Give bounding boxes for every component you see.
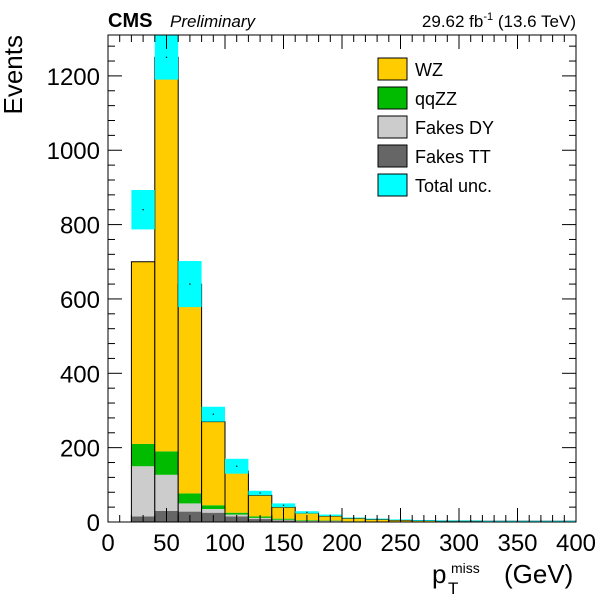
x-axis-title-unit: (GeV) [504,559,573,589]
y-tick-label-0: 0 [87,510,100,537]
legend: WZ qqZZ Fakes DY Fakes TT Total unc. [377,57,494,197]
bar-wz-bin-3 [201,421,225,506]
x-tick-label-300: 300 [439,530,479,557]
total-uncertainty-band [131,35,576,522]
lumi-value: 29.62 fb [422,12,483,31]
x-axis-title-sup: miss [451,560,480,576]
x-tick-label-100: 100 [205,530,245,557]
y-tick-label-200: 200 [60,436,100,463]
y-tick-label-1000: 1000 [47,138,100,165]
legend-swatch-fakes-tt [377,144,408,168]
x-tick-label-50: 50 [153,530,180,557]
legend-swatch-wz [377,57,408,81]
bar-qqzz-bin-1 [154,451,179,475]
total-marker-bin-7 [306,511,308,514]
x-tick-label-200: 200 [322,530,362,557]
experiment-label: CMS [108,10,152,32]
lumi-label: 29.62 fb-1 (13.6 TeV) [422,11,576,31]
x-axis: 0 50 100 150 200 250 300 350 400 [101,35,596,557]
bar-fakes-dy-bin-1 [154,474,179,511]
x-tick-label-250: 250 [380,530,420,557]
bar-wz-bin-4 [225,471,249,513]
y-tick-label-1200: 1200 [47,64,100,91]
bar-qqzz-bin-3 [201,505,225,509]
x-axis-title: p miss T (GeV) [432,559,573,598]
bar-fakes-dy-bin-3 [201,508,225,513]
bar-qqzz-bin-2 [178,493,202,504]
total-marker-bin-0 [142,209,144,211]
total-marker-bin-2 [189,283,191,285]
x-tick-label-0: 0 [101,530,114,557]
bar-fakes-dy-bin-0 [131,466,155,517]
bar-wz-bin-2 [178,284,202,494]
x-tick-label-150: 150 [263,530,303,557]
y-tick-label-600: 600 [60,287,100,314]
bar-wz-bin-0 [131,261,155,444]
x-axis-title-sub: T [448,579,458,598]
legend-swatch-fakes-dy [377,115,408,139]
x-axis-title-main: p [432,559,446,589]
total-marker-bin-3 [212,413,214,415]
bar-wz-bin-5 [248,495,272,517]
y-axis: 0 200 400 600 800 1000 1200 [47,45,576,537]
x-tick-label-350: 350 [497,530,537,557]
bar-fakes-dy-bin-2 [178,503,202,512]
total-marker-bin-1 [165,56,168,59]
bar-wz-bin-1 [154,57,179,452]
legend-label-total-unc: Total unc. [415,176,492,196]
legend-label-wz: WZ [415,60,443,80]
status-label: Preliminary [170,12,257,31]
y-axis-title: Events [0,35,28,115]
lumi-exponent: -1 [483,11,493,23]
legend-swatch-total-unc [377,173,408,197]
legend-label-fakes-dy: Fakes DY [415,118,494,138]
total-marker-bin-6 [282,504,285,506]
legend-label-fakes-tt: Fakes TT [415,147,491,167]
bar-qqzz-bin-4 [225,512,249,515]
x-tick-label-400: 400 [556,530,596,557]
total-marker-bin-5 [259,492,261,494]
legend-swatch-qqzz [377,86,408,110]
total-marker-bin-4 [236,465,238,467]
y-tick-label-400: 400 [60,361,100,388]
bar-qqzz-bin-0 [131,443,155,467]
y-tick-label-800: 800 [60,213,100,240]
energy-value: (13.6 TeV) [498,12,576,31]
legend-label-qqzz: qqZZ [415,89,457,109]
